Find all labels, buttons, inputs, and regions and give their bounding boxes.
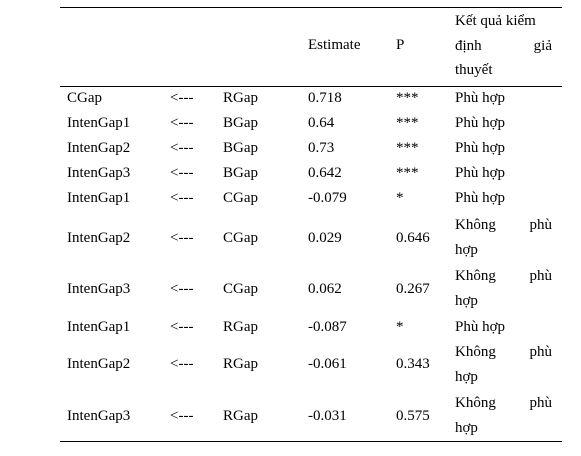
row-independent: CGap bbox=[223, 281, 258, 297]
row-arrow: <--- bbox=[170, 408, 194, 424]
row-arrow: <--- bbox=[170, 281, 194, 297]
row-result: Phù hợp bbox=[455, 190, 506, 206]
row-arrow: <--- bbox=[170, 140, 194, 156]
row-dependent: IntenGap1 bbox=[67, 319, 131, 335]
header-estimate: Estimate bbox=[308, 37, 361, 53]
row-dependent: IntenGap2 bbox=[67, 140, 131, 156]
row-arrow: <--- bbox=[170, 115, 194, 131]
row-result-word: Không bbox=[455, 395, 496, 411]
row-dependent: IntenGap3 bbox=[67, 408, 131, 424]
row-result-word: Không bbox=[455, 217, 496, 233]
row-independent: CGap bbox=[223, 230, 258, 246]
table-header-rule bbox=[60, 86, 562, 87]
row-result-line2: hợp bbox=[455, 420, 478, 436]
row-dependent: IntenGap3 bbox=[67, 281, 131, 297]
row-p-value: * bbox=[396, 190, 404, 206]
row-independent: RGap bbox=[223, 319, 258, 335]
row-dependent: IntenGap2 bbox=[67, 356, 131, 372]
row-result-line1: Không phù bbox=[455, 393, 552, 413]
row-estimate: 0.64 bbox=[308, 115, 335, 131]
row-dependent: IntenGap2 bbox=[67, 230, 131, 246]
row-estimate: 0.73 bbox=[308, 140, 335, 156]
row-result-word: phù bbox=[529, 268, 553, 284]
row-arrow: <--- bbox=[170, 319, 194, 335]
row-dependent: IntenGap1 bbox=[67, 190, 131, 206]
row-result-word: Không bbox=[455, 268, 496, 284]
row-independent: BGap bbox=[223, 165, 258, 181]
row-p-value: 0.343 bbox=[396, 356, 430, 372]
row-p-value: 0.646 bbox=[396, 230, 430, 246]
row-estimate: -0.031 bbox=[308, 408, 347, 424]
row-p-value: *** bbox=[396, 115, 419, 131]
row-independent: RGap bbox=[223, 356, 258, 372]
row-dependent: IntenGap3 bbox=[67, 165, 131, 181]
row-p-value: *** bbox=[396, 165, 419, 181]
row-result-line1: Không phù bbox=[455, 215, 552, 235]
row-arrow: <--- bbox=[170, 356, 194, 372]
row-result: Phù hợp bbox=[455, 319, 506, 335]
row-result-word: phù bbox=[529, 395, 553, 411]
row-estimate: 0.062 bbox=[308, 281, 342, 297]
row-arrow: <--- bbox=[170, 90, 194, 106]
row-result: Phù hợp bbox=[455, 165, 506, 181]
row-independent: BGap bbox=[223, 115, 258, 131]
row-result: Phù hợp bbox=[455, 115, 506, 131]
header-result-line3: thuyết bbox=[455, 62, 493, 78]
row-arrow: <--- bbox=[170, 230, 194, 246]
header-result-line2: định giả bbox=[455, 36, 552, 56]
row-p-value: *** bbox=[396, 90, 419, 106]
row-estimate: 0.029 bbox=[308, 230, 342, 246]
row-arrow: <--- bbox=[170, 190, 194, 206]
row-p-value: 0.267 bbox=[396, 281, 430, 297]
row-independent: CGap bbox=[223, 190, 258, 206]
row-arrow: <--- bbox=[170, 165, 194, 181]
row-result-line2: hợp bbox=[455, 293, 478, 309]
header-p: P bbox=[396, 37, 405, 53]
row-independent: RGap bbox=[223, 408, 258, 424]
row-estimate: -0.087 bbox=[308, 319, 347, 335]
row-p-value: * bbox=[396, 319, 404, 335]
row-estimate: -0.079 bbox=[308, 190, 347, 206]
row-result-word: phù bbox=[529, 217, 553, 233]
header-result-line2-right: giả bbox=[533, 38, 552, 54]
table-top-rule bbox=[60, 7, 562, 8]
row-estimate: -0.061 bbox=[308, 356, 347, 372]
row-result-line2: hợp bbox=[455, 242, 478, 258]
row-result-word: phù bbox=[529, 344, 553, 360]
row-result-word: Không bbox=[455, 344, 496, 360]
row-dependent: CGap bbox=[67, 90, 102, 106]
row-p-value: 0.575 bbox=[396, 408, 430, 424]
row-result: Phù hợp bbox=[455, 90, 506, 106]
row-estimate: 0.718 bbox=[308, 90, 342, 106]
row-result-line1: Không phù bbox=[455, 342, 552, 362]
table-bottom-rule bbox=[60, 441, 562, 442]
row-independent: RGap bbox=[223, 90, 258, 106]
row-result-line2: hợp bbox=[455, 369, 478, 385]
row-result: Phù hợp bbox=[455, 140, 506, 156]
header-result-line1: Kết quả kiểm bbox=[455, 13, 536, 29]
row-dependent: IntenGap1 bbox=[67, 115, 131, 131]
row-result-line1: Không phù bbox=[455, 266, 552, 286]
row-p-value: *** bbox=[396, 140, 419, 156]
header-result-line2-left: định bbox=[455, 38, 482, 54]
row-estimate: 0.642 bbox=[308, 165, 342, 181]
row-independent: BGap bbox=[223, 140, 258, 156]
